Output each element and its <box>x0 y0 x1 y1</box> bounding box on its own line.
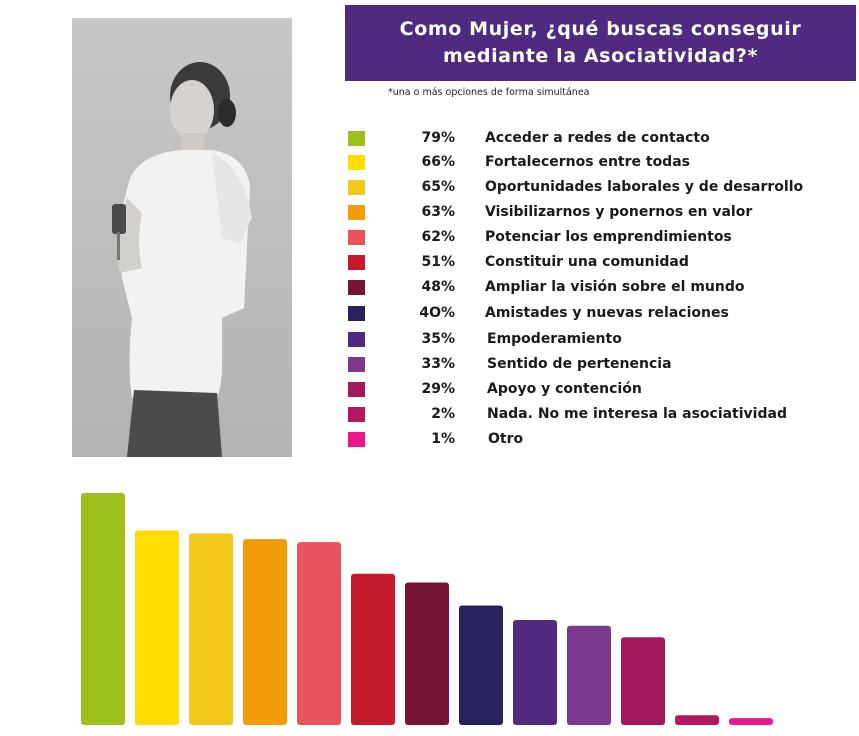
legend-label: Apoyo y contención <box>487 381 642 397</box>
legend-item: 66% Fortalecernos entre todas <box>348 152 808 172</box>
legend-item: 4O% Amistades y nuevas relaciones <box>348 303 808 323</box>
legend-percent: 2% <box>431 406 455 422</box>
legend-item: 51% Constituir una comunidad <box>348 252 808 272</box>
legend-percent: 79% <box>421 130 455 146</box>
legend-item: 63% Visibilizarnos y ponernos en valor <box>348 202 808 222</box>
bar <box>567 625 611 725</box>
legend-swatch <box>348 131 365 146</box>
bar <box>675 715 719 725</box>
woman-silhouette <box>112 62 252 457</box>
legend-label: Acceder a redes de contacto <box>485 130 710 146</box>
legend-swatch <box>348 407 365 422</box>
bar <box>189 533 233 725</box>
legend-percent: 66% <box>421 154 455 170</box>
legend-percent: 63% <box>421 204 455 220</box>
legend-swatch <box>348 230 365 245</box>
legend-swatch <box>348 280 365 295</box>
bar <box>729 718 773 725</box>
legend-item: 48% Ampliar la visión sobre el mundo <box>348 277 808 297</box>
legend-swatch <box>348 382 365 397</box>
legend-percent: 62% <box>421 229 455 245</box>
legend-percent: 1% <box>431 431 455 447</box>
woman-photo <box>72 18 292 457</box>
legend-percent: 33% <box>421 356 455 372</box>
legend-swatch <box>348 155 365 170</box>
legend-label: Visibilizarnos y ponernos en valor <box>485 204 753 220</box>
bar <box>405 582 449 725</box>
bar <box>459 605 503 725</box>
legend-label: Empoderamiento <box>487 331 622 347</box>
footnote: *una o más opciones de forma simultánea <box>388 87 590 98</box>
legend-percent: 48% <box>421 279 455 295</box>
legend-item: 29% Apoyo y contención <box>348 379 808 399</box>
legend-swatch <box>348 306 365 321</box>
legend-swatch <box>348 205 365 220</box>
legend-swatch <box>348 180 365 195</box>
legend-item: 35% Empoderamiento <box>348 329 808 349</box>
legend-percent: 29% <box>421 381 455 397</box>
legend-item: 1% Otro <box>348 429 808 449</box>
legend-label: Fortalecernos entre todas <box>485 154 690 170</box>
legend-swatch <box>348 357 365 372</box>
legend-label: Potenciar los emprendimientos <box>485 229 732 245</box>
bar <box>351 573 395 725</box>
legend-item: 62% Potenciar los emprendimientos <box>348 227 808 247</box>
legend-item: 79% Acceder a redes de contacto <box>348 128 808 148</box>
legend-item: 33% Sentido de pertenencia <box>348 354 808 374</box>
bar <box>135 530 179 725</box>
legend-swatch <box>348 332 365 347</box>
legend-percent: 65% <box>421 179 455 195</box>
legend-label: Amistades y nuevas relaciones <box>485 305 729 321</box>
legend-item: 2% Nada. No me interesa la asociatividad <box>348 404 808 424</box>
legend-label: Oportunidades laborales y de desarrollo <box>485 179 804 195</box>
legend-swatch <box>348 432 365 447</box>
legend-item: 65% Oportunidades laborales y de desarrol… <box>348 177 808 197</box>
bar <box>513 619 557 725</box>
legend-label: Sentido de pertenencia <box>487 356 672 372</box>
legend-label: Nada. No me interesa la asociatividad <box>487 406 787 422</box>
legend-label: Otro <box>488 431 524 447</box>
bar <box>81 493 125 725</box>
bar <box>297 542 341 725</box>
bar <box>621 637 665 725</box>
legend-percent: 51% <box>421 254 455 270</box>
legend-percent: 35% <box>421 331 455 347</box>
legend-percent: 4O% <box>419 305 455 321</box>
legend-label: Ampliar la visión sobre el mundo <box>485 279 745 295</box>
chart-title: Como Mujer, ¿qué buscas conseguir median… <box>399 18 802 67</box>
legend-swatch <box>348 255 365 270</box>
bar <box>243 539 287 725</box>
chart-title-box: Como Mujer, ¿qué buscas conseguir median… <box>345 5 856 81</box>
legend-label: Constituir una comunidad <box>485 254 689 270</box>
